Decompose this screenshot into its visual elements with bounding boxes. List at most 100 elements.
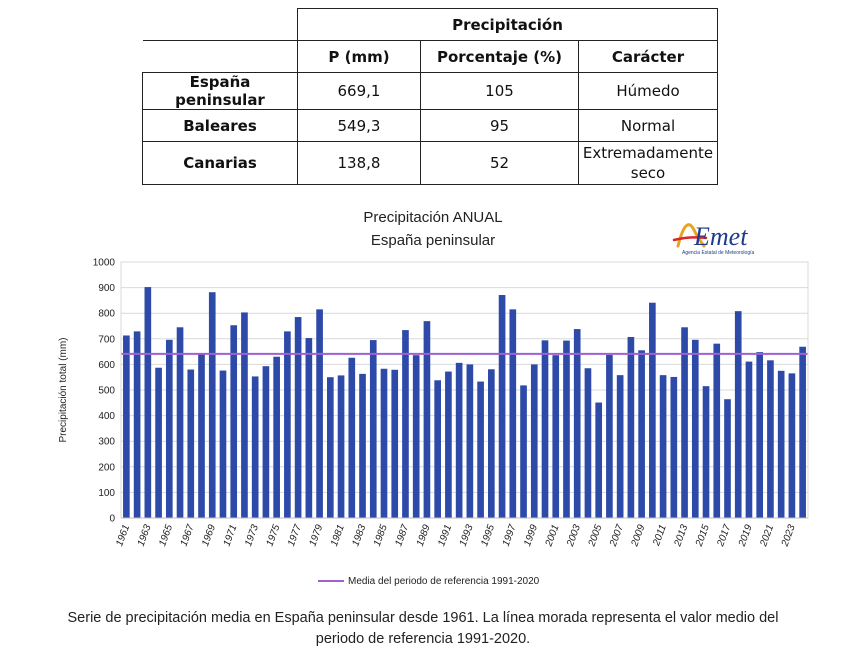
bar — [670, 376, 678, 518]
x-tick-label: 1995 — [479, 523, 497, 548]
x-tick-label: 1971 — [222, 523, 240, 548]
y-tick-label: 400 — [98, 411, 115, 422]
y-tick-label: 700 — [98, 334, 115, 345]
bar — [734, 311, 742, 518]
x-tick-label: 2015 — [694, 523, 712, 549]
bar — [198, 353, 205, 518]
x-tick-label: 1993 — [458, 523, 476, 548]
x-tick-label: 1991 — [436, 523, 454, 548]
x-tick-label: 1973 — [243, 523, 261, 548]
x-tick-label: 2023 — [779, 523, 797, 549]
x-tick-label: 2013 — [672, 523, 690, 549]
aemet-logo: Emet Agencia Estatal de Meteorología — [672, 222, 754, 256]
x-tick-label: 1983 — [350, 523, 368, 548]
x-tick-label: 1975 — [265, 523, 283, 548]
caption-line1: Serie de precipitación media en España p… — [67, 610, 779, 626]
y-axis-label: Precipitación total (mm) — [58, 337, 69, 442]
x-tick-label: 1981 — [329, 523, 347, 548]
row-label-baleares: Baleares — [142, 109, 298, 142]
row-label-peninsular: España peninsular — [142, 72, 298, 110]
x-tick-label: 1961 — [114, 523, 132, 548]
column-header-p: P (mm) — [297, 40, 421, 73]
cell-p: 138,8 — [297, 141, 421, 185]
table-row: España peninsular 669,1 105 Húmedo — [142, 72, 718, 110]
x-tick-label: 2019 — [736, 523, 754, 549]
bar — [445, 371, 452, 518]
bar — [745, 361, 753, 518]
column-header-character: Carácter — [578, 40, 718, 73]
x-tick-label: 2003 — [565, 523, 583, 549]
bar — [509, 309, 517, 518]
table-row: Canarias 138,8 52 Extremadamente seco — [142, 141, 718, 185]
bar — [208, 292, 216, 518]
bar — [584, 368, 592, 518]
bar — [466, 364, 474, 518]
bar — [176, 327, 184, 518]
row-label-canarias: Canarias — [142, 141, 298, 185]
bar — [273, 356, 280, 518]
x-tick-label: 1985 — [372, 523, 390, 548]
bar — [412, 355, 420, 518]
bar — [284, 331, 291, 518]
bar — [219, 370, 227, 518]
bar — [595, 402, 603, 518]
precipitation-summary-table: Precipitación P (mm) Porcentaje (%) Cará… — [142, 8, 718, 185]
bar — [777, 370, 785, 518]
bar — [348, 357, 356, 518]
bar — [369, 340, 377, 518]
bar — [530, 364, 538, 518]
bar — [573, 329, 581, 518]
bar — [520, 385, 527, 518]
x-tick-label: 1989 — [415, 523, 433, 548]
table-row: Baleares 549,3 95 Normal — [142, 109, 718, 142]
bar — [713, 343, 721, 518]
x-tick-label: 1979 — [307, 523, 325, 548]
bar — [337, 375, 345, 518]
axes: 0 100 200 300 400 500 600 700 800 900 1000 1961 1963… — [93, 258, 809, 549]
bar — [627, 337, 635, 518]
chart-title-line1: Precipitación ANUAL — [363, 209, 502, 226]
bar — [488, 369, 495, 518]
y-tick-label: 600 — [98, 360, 115, 371]
y-tick-label: 200 — [98, 462, 115, 473]
precipitation-bar-chart: Precipitación ANUAL España peninsular Pr… — [58, 209, 809, 587]
bar — [402, 330, 409, 518]
x-tick-label: 2011 — [651, 523, 669, 548]
bar — [681, 327, 688, 518]
bar — [380, 368, 388, 518]
bar — [241, 312, 248, 518]
cell-character-line2: seco — [630, 164, 666, 182]
bar — [230, 325, 238, 518]
cell-percentage: 52 — [420, 141, 579, 185]
x-tick-label: 1987 — [393, 523, 411, 548]
x-tick-label: 2005 — [586, 523, 604, 549]
bar — [294, 317, 302, 518]
caption-line2: periodo de referencia 1991-2020. — [315, 631, 531, 647]
bar — [659, 375, 667, 518]
bar — [616, 375, 624, 518]
table-corner-empty — [142, 8, 298, 41]
cell-character: Extremadamente seco — [578, 141, 718, 185]
bar — [541, 340, 549, 518]
logo-brand-text: Emet — [693, 222, 748, 251]
cell-character-line1: Extremadamente — [582, 144, 714, 162]
logo-swoosh-orange — [676, 223, 706, 248]
bar — [767, 360, 774, 518]
bar — [391, 369, 399, 518]
bar — [498, 295, 506, 518]
bar — [606, 354, 613, 518]
legend: Media del periodo de referencia 1991-202… — [318, 576, 540, 587]
bar — [477, 381, 484, 518]
bar — [788, 373, 796, 518]
logo-subtitle: Agencia Estatal de Meteorología — [682, 250, 754, 256]
x-tick-label: 1999 — [522, 523, 540, 548]
x-tick-label: 2007 — [608, 523, 626, 549]
bar — [423, 321, 431, 518]
bar — [316, 309, 323, 518]
bar — [724, 399, 731, 518]
cell-p: 669,1 — [297, 72, 421, 110]
bar — [702, 386, 710, 518]
bar — [455, 362, 463, 518]
column-header-percentage: Porcentaje (%) — [420, 40, 579, 73]
x-tick-label: 2017 — [715, 523, 733, 549]
